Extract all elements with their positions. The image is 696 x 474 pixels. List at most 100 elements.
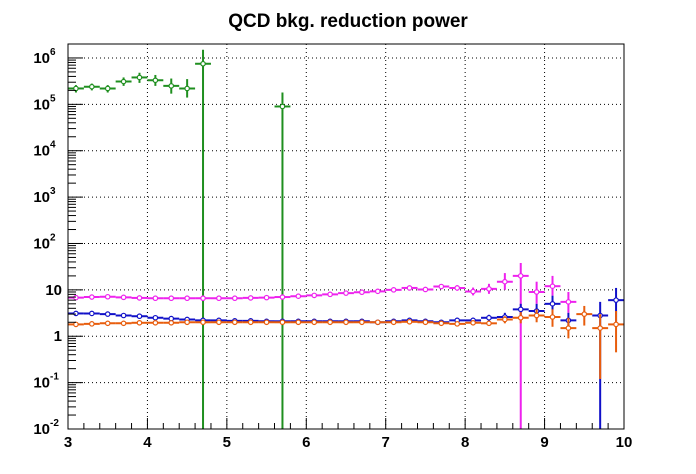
point-marker <box>470 288 476 295</box>
point-marker <box>200 319 206 326</box>
point-marker <box>279 103 286 110</box>
data-point <box>147 319 164 326</box>
series-1 <box>68 262 577 429</box>
point-marker <box>422 286 429 293</box>
x-tick-label: 4 <box>143 434 152 451</box>
y-tick-exponent: -1 <box>50 372 59 383</box>
point-marker <box>73 310 79 317</box>
point-marker <box>89 310 95 317</box>
x-tick-label: 10 <box>616 434 633 451</box>
point-marker <box>263 294 270 301</box>
data-point <box>258 294 275 301</box>
point-marker <box>216 319 222 326</box>
data-point <box>401 318 418 325</box>
series-layer <box>68 49 624 429</box>
data-point <box>306 319 323 326</box>
point-marker <box>152 319 159 326</box>
data-point <box>83 294 100 300</box>
data-point <box>496 273 513 290</box>
data-point <box>68 294 84 301</box>
x-tick-label: 7 <box>382 434 390 451</box>
y-tick-label: 10 <box>33 375 50 392</box>
data-point <box>195 319 211 326</box>
point-marker <box>374 288 381 295</box>
point-marker <box>184 319 190 326</box>
point-marker <box>232 295 238 302</box>
data-point <box>226 319 243 326</box>
point-marker <box>200 295 206 302</box>
data-point <box>528 309 545 323</box>
point-marker <box>104 320 111 327</box>
point-marker <box>390 287 397 293</box>
point-marker <box>216 295 222 302</box>
y-tick-label: 1 <box>54 328 62 345</box>
data-point <box>560 291 577 313</box>
y-tick-label: 10 <box>33 235 50 252</box>
y-tick-exponent: 2 <box>50 232 56 243</box>
point-marker <box>73 294 79 301</box>
data-point <box>306 292 323 299</box>
data-point <box>115 294 132 301</box>
point-marker <box>104 293 111 300</box>
point-marker <box>517 306 524 313</box>
point-marker <box>104 85 111 92</box>
data-point <box>131 313 148 320</box>
data-point <box>274 294 291 300</box>
point-marker <box>390 319 397 326</box>
data-point <box>274 92 291 429</box>
point-marker <box>359 319 365 326</box>
y-tick-label: 10 <box>45 282 62 299</box>
x-tick-label: 5 <box>223 434 231 451</box>
data-point <box>163 295 180 302</box>
point-marker <box>247 295 254 301</box>
data-point <box>449 321 466 327</box>
data-point <box>274 319 291 326</box>
data-point <box>115 312 132 319</box>
data-point <box>83 83 100 91</box>
point-marker <box>104 311 111 317</box>
y-tick-exponent: 4 <box>50 140 56 151</box>
point-marker <box>311 319 318 326</box>
data-point <box>226 295 243 302</box>
point-marker <box>406 285 413 291</box>
point-marker <box>533 312 540 319</box>
data-point <box>179 79 196 98</box>
point-marker <box>549 283 556 289</box>
y-tick-exponent: 6 <box>50 47 56 58</box>
point-marker <box>517 273 524 279</box>
data-point <box>433 320 450 327</box>
point-marker <box>454 321 461 327</box>
point-marker <box>502 278 508 285</box>
data-point <box>544 309 561 327</box>
data-point <box>258 319 275 326</box>
x-tick-label: 6 <box>302 434 310 451</box>
data-point <box>147 314 164 321</box>
data-point <box>99 320 116 327</box>
grid <box>68 44 624 429</box>
point-marker <box>89 321 95 327</box>
data-point <box>99 85 116 93</box>
point-marker <box>120 78 127 85</box>
data-point <box>131 319 148 326</box>
data-point <box>544 275 561 296</box>
data-point <box>385 287 402 293</box>
data-point <box>242 319 259 326</box>
point-marker <box>438 283 445 290</box>
data-point <box>353 319 370 326</box>
point-marker <box>343 319 349 326</box>
data-point <box>242 295 259 301</box>
data-point <box>131 72 148 83</box>
point-marker <box>232 319 238 326</box>
data-point <box>147 295 164 302</box>
data-point <box>115 77 132 86</box>
data-point <box>99 293 116 300</box>
point-marker <box>247 319 254 326</box>
data-point <box>210 295 227 302</box>
data-point <box>560 317 577 339</box>
point-marker <box>565 299 572 305</box>
point-marker <box>120 294 127 301</box>
point-marker <box>279 319 286 326</box>
data-point <box>290 293 307 299</box>
